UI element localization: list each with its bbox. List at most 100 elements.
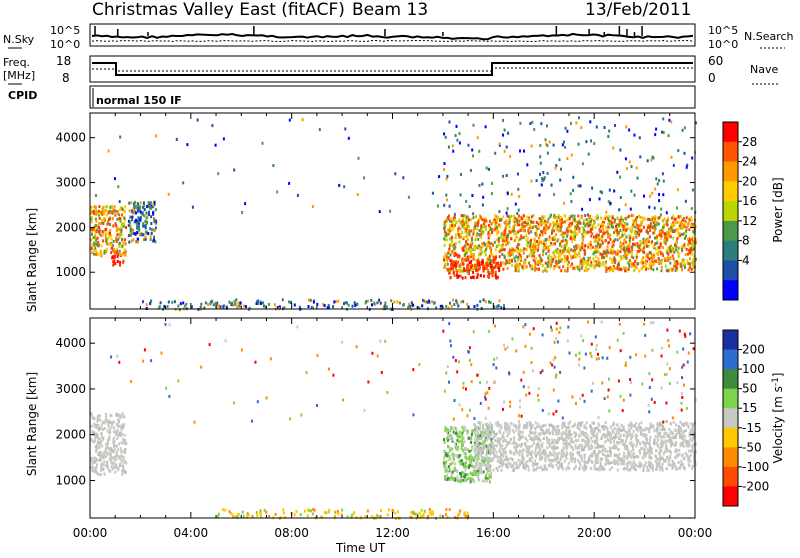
range-gate-cell <box>643 469 645 472</box>
y-tick-label: 1000 <box>55 265 86 279</box>
range-gate-cell <box>603 218 605 221</box>
range-gate-cell <box>465 259 467 262</box>
range-gate-cell <box>481 229 483 232</box>
range-gate-cell <box>486 456 488 459</box>
range-gate-cell <box>631 165 633 168</box>
range-gate-cell <box>617 264 619 267</box>
range-gate-cell <box>684 232 686 235</box>
range-gate-cell <box>371 303 373 306</box>
range-gate-cell <box>483 222 485 225</box>
range-gate-cell <box>132 208 134 211</box>
range-gate-cell <box>572 235 574 238</box>
range-gate-cell <box>551 232 553 235</box>
range-gate-cell <box>668 119 670 122</box>
range-gate-cell <box>546 468 548 471</box>
range-gate-cell <box>669 450 671 453</box>
range-gate-cell <box>122 412 124 415</box>
range-gate-cell <box>475 436 477 439</box>
range-gate-cell <box>632 448 634 451</box>
range-gate-cell <box>119 208 121 211</box>
range-gate-cell <box>559 179 561 182</box>
range-gate-cell <box>645 427 647 430</box>
range-gate-cell <box>658 179 660 182</box>
range-gate-cell <box>514 257 516 260</box>
range-gate-cell <box>505 220 507 223</box>
range-gate-cell <box>499 450 501 453</box>
range-gate-cell <box>617 250 619 253</box>
range-gate-cell <box>94 439 96 442</box>
range-gate-cell <box>583 257 585 260</box>
range-gate-cell <box>125 254 127 257</box>
range-gate-cell <box>615 225 617 228</box>
range-gate-cell <box>675 433 677 436</box>
range-gate-cell <box>606 461 608 464</box>
range-gate-cell <box>506 458 508 461</box>
range-gate-cell <box>530 437 532 440</box>
range-gate-cell <box>649 235 651 238</box>
range-gate-cell <box>545 242 547 245</box>
range-gate-cell <box>603 433 605 436</box>
range-gate-cell <box>571 460 573 463</box>
range-gate-cell <box>396 300 398 303</box>
range-gate-cell <box>568 247 570 250</box>
range-gate-cell <box>546 436 548 439</box>
range-gate-cell <box>651 225 653 228</box>
range-gate-cell <box>537 451 539 454</box>
range-gate-cell <box>692 465 694 468</box>
range-gate-cell <box>563 140 565 143</box>
range-gate-cell <box>612 226 614 229</box>
range-gate-cell <box>605 421 607 424</box>
range-gate-cell <box>460 480 462 483</box>
range-gate-cell <box>542 429 544 432</box>
range-gate-cell <box>578 143 580 146</box>
range-gate-cell <box>592 246 594 249</box>
range-gate-cell <box>643 246 645 249</box>
range-gate-cell <box>537 261 539 264</box>
range-gate-cell <box>623 434 625 437</box>
range-gate-cell <box>363 176 365 179</box>
range-gate-cell <box>108 243 110 246</box>
range-gate-cell <box>512 464 514 467</box>
range-gate-cell <box>691 238 693 241</box>
noise-right-tick-top: 10^5 <box>708 24 738 37</box>
range-gate-cell <box>135 211 137 214</box>
range-gate-cell <box>451 267 453 270</box>
range-gate-cell <box>532 424 534 427</box>
range-gate-cell <box>108 435 110 438</box>
range-gate-cell <box>103 463 105 466</box>
range-gate-cell <box>622 234 624 237</box>
noise-left-tick-top: 10^5 <box>50 24 80 37</box>
range-gate-cell <box>608 215 610 218</box>
range-gate-cell <box>498 267 500 270</box>
range-gate-cell <box>105 236 107 239</box>
range-gate-cell <box>689 439 691 442</box>
range-gate-cell <box>529 264 531 267</box>
range-gate-cell <box>450 243 452 246</box>
range-gate-cell <box>470 472 472 475</box>
range-gate-cell <box>688 228 690 231</box>
range-gate-cell <box>646 230 648 233</box>
range-gate-cell <box>564 232 566 235</box>
range-gate-cell <box>645 461 647 464</box>
range-gate-cell <box>611 466 613 469</box>
range-gate-cell <box>465 468 467 471</box>
range-gate-cell <box>93 253 95 256</box>
range-gate-cell <box>423 300 425 303</box>
range-gate-cell <box>124 451 126 454</box>
range-gate-cell <box>548 428 550 431</box>
range-gate-cell <box>496 467 498 470</box>
range-gate-cell <box>483 270 485 273</box>
range-gate-cell <box>117 238 119 241</box>
range-gate-cell <box>561 233 563 236</box>
range-gate-cell <box>333 301 335 304</box>
range-gate-cell <box>660 237 662 240</box>
range-gate-cell <box>139 208 141 211</box>
range-gate-cell <box>596 214 598 217</box>
range-gate-cell <box>151 232 153 235</box>
range-gate-cell <box>561 252 563 255</box>
range-gate-cell <box>542 234 544 237</box>
range-gate-cell <box>124 217 126 220</box>
range-gate-cell <box>112 217 114 220</box>
range-gate-cell <box>533 128 535 131</box>
range-gate-cell <box>121 207 123 210</box>
